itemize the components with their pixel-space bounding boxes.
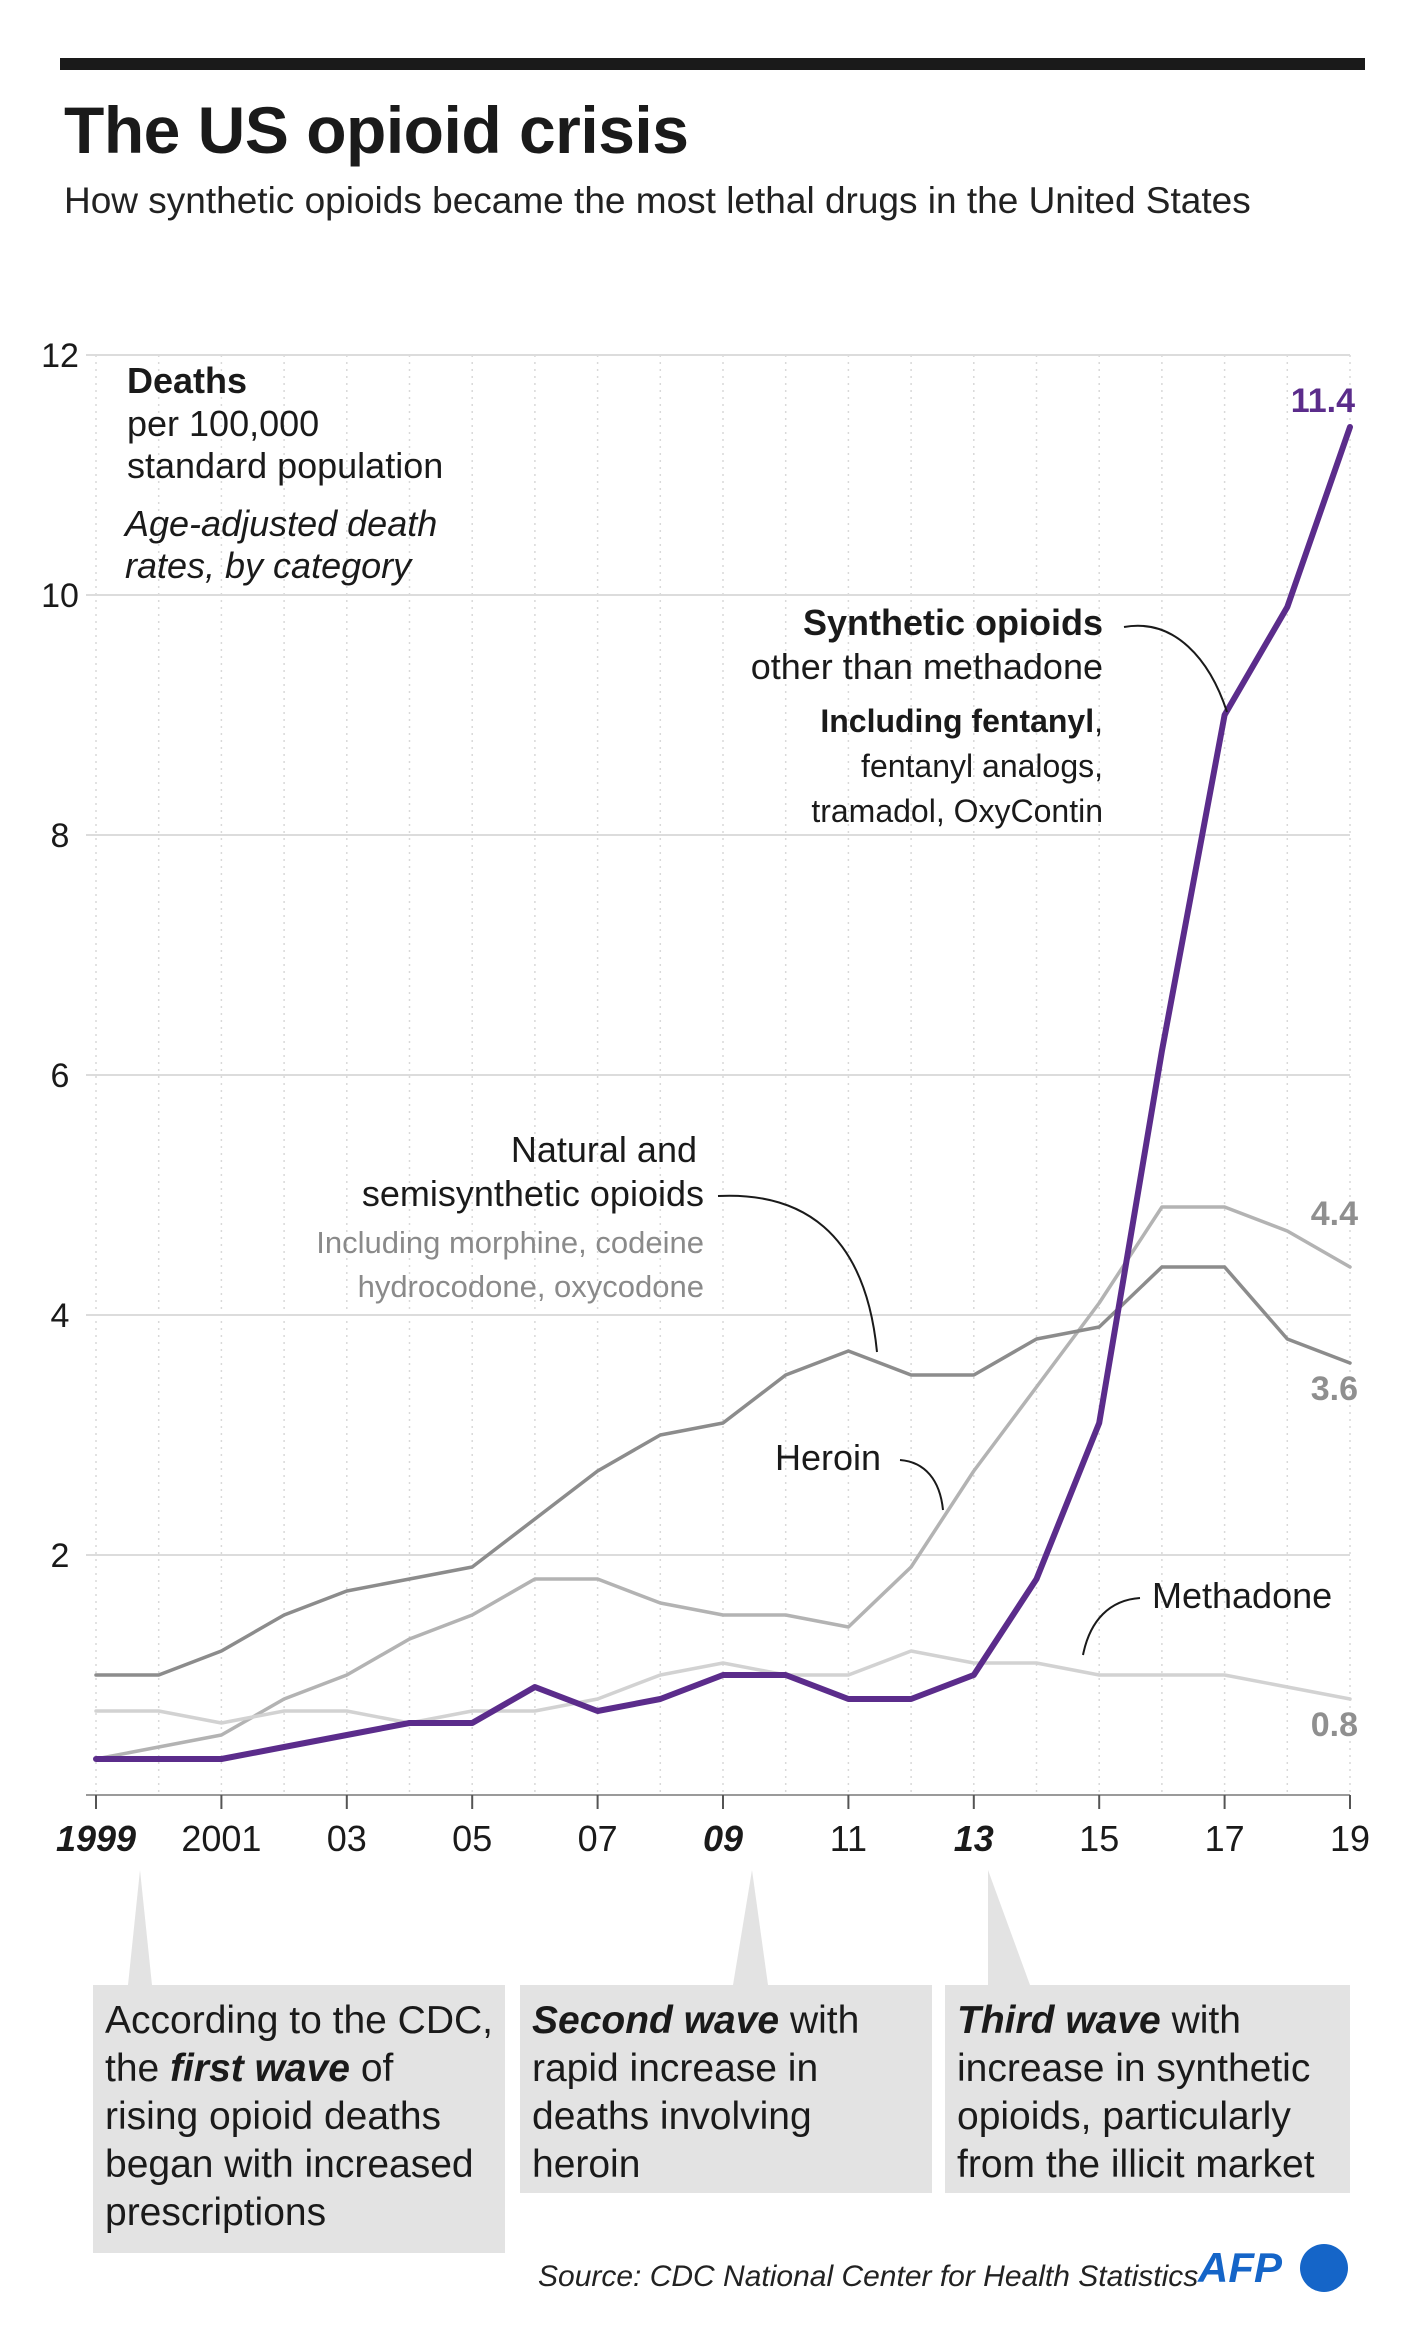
ylabel-line-1: Deaths — [127, 360, 247, 401]
natural-leader — [717, 1194, 878, 1353]
x-axis: 1999 2001 03 05 07 09 11 13 15 17 19 — [56, 1794, 1370, 1859]
y-tick-label-10: 10 — [41, 577, 79, 615]
end-label-methadone: 0.8 — [1311, 1706, 1358, 1744]
y-tick-label-6: 6 — [51, 1057, 70, 1095]
pointer-second-wave — [733, 1870, 768, 1985]
first-wave-box: According to the CDC, the first wave of … — [93, 1985, 505, 2253]
x-tick-label-07: 07 — [578, 1818, 618, 1859]
second-wave-post: with rapid increase in deaths involving … — [532, 1999, 860, 2186]
afp-logo-dot — [1300, 2244, 1348, 2292]
y-tick-label-2: 2 — [51, 1537, 70, 1575]
x-tick-label-09: 09 — [703, 1818, 743, 1859]
first-wave-post: of rising opioid deaths began with incre… — [105, 2047, 474, 2234]
x-tick-label-17: 17 — [1205, 1818, 1245, 1859]
series-line-natural-and-semisynthetic-opioids — [94, 1265, 1352, 1677]
end-label-natural: 3.6 — [1311, 1370, 1358, 1408]
top-rule — [60, 58, 1365, 70]
third-wave-box: Third wave with increase in synthetic op… — [945, 1985, 1350, 2193]
first-wave-em: first wave — [170, 2047, 350, 2090]
synthetic-incl-3: tramadol, OxyContin — [811, 793, 1103, 829]
pointer-third-wave — [988, 1870, 1030, 1985]
x-tick-label-2001: 2001 — [181, 1818, 261, 1859]
x-tick-label-03: 03 — [327, 1818, 367, 1859]
series-line-synthetic-opioids-other-than-methadone — [93, 424, 1353, 1762]
ylabel-note-1: Age-adjusted death — [123, 503, 437, 544]
synthetic-incl-1: Including fentanyl, — [820, 703, 1103, 739]
first-wave-pre: According to the CDC, the — [105, 1999, 494, 2090]
heroin-leader — [899, 1459, 944, 1511]
second-wave-box: Second wave with rapid increase in death… — [520, 1985, 932, 2193]
end-label-synthetic: 11.4 — [1291, 382, 1355, 420]
natural-incl-1: Including morphine, codeine — [316, 1225, 704, 1260]
x-tick-label-11: 11 — [830, 1818, 867, 1859]
x-tick-label-05: 05 — [452, 1818, 492, 1859]
natural-label-1: Natural and — [511, 1129, 697, 1170]
synthetic-incl-comma: , — [1094, 703, 1103, 739]
heroin-label: Heroin — [775, 1437, 881, 1478]
x-tick-label-1999: 1999 — [56, 1818, 136, 1859]
synthetic-incl-2: fentanyl analogs, — [861, 748, 1103, 784]
y-tick-label-4: 4 — [51, 1297, 70, 1335]
third-wave-post: with increase in synthetic opioids, part… — [957, 1999, 1315, 2186]
gridlines — [86, 354, 1351, 1795]
afp-logo-text: AFP — [1197, 2244, 1283, 2291]
ylabel-line-2: per 100,000 — [127, 403, 319, 444]
series-line-methadone — [94, 1649, 1352, 1725]
chart-title: The US opioid crisis — [64, 93, 689, 167]
synthetic-incl-bold: Including fentanyl — [820, 703, 1094, 739]
synthetic-label-title: Synthetic opioids — [803, 602, 1103, 643]
ylabel-line-3: standard population — [127, 445, 443, 486]
x-tick-label-19: 19 — [1330, 1818, 1370, 1859]
line-chart: 2 4 6 8 10 12 1999 2001 03 05 07 09 11 13 15 17 19 Deat… — [41, 337, 1370, 1859]
x-tick-label-15: 15 — [1079, 1818, 1119, 1859]
source-note: Source: CDC National Center for Health S… — [538, 2260, 1199, 2293]
y-tick-label-12: 12 — [41, 337, 79, 375]
methadone-leader — [1082, 1597, 1141, 1656]
methadone-label: Methadone — [1152, 1575, 1332, 1616]
pointer-first-wave — [128, 1870, 152, 1985]
y-tick-label-8: 8 — [51, 817, 70, 855]
wave-pointers — [128, 1870, 1030, 1985]
synthetic-label-sub: other than methadone — [751, 646, 1103, 687]
third-wave-em: Third wave — [957, 1999, 1161, 2042]
series-lines — [93, 424, 1353, 1762]
y-axis-ticks: 2 4 6 8 10 12 — [41, 337, 79, 1575]
natural-incl-2: hydrocodone, oxycodone — [358, 1269, 704, 1304]
x-tick-label-13: 13 — [954, 1818, 994, 1859]
chart-subtitle: How synthetic opioids became the most le… — [64, 180, 1251, 221]
natural-label-2: semisynthetic opioids — [362, 1173, 704, 1214]
series-line-heroin — [94, 1205, 1352, 1761]
second-wave-em: Second wave — [532, 1999, 780, 2042]
afp-logo: AFP — [1197, 2244, 1348, 2292]
synthetic-leader — [1123, 624, 1228, 713]
end-label-heroin: 4.4 — [1311, 1195, 1358, 1233]
ylabel-note-2: rates, by category — [125, 545, 413, 586]
